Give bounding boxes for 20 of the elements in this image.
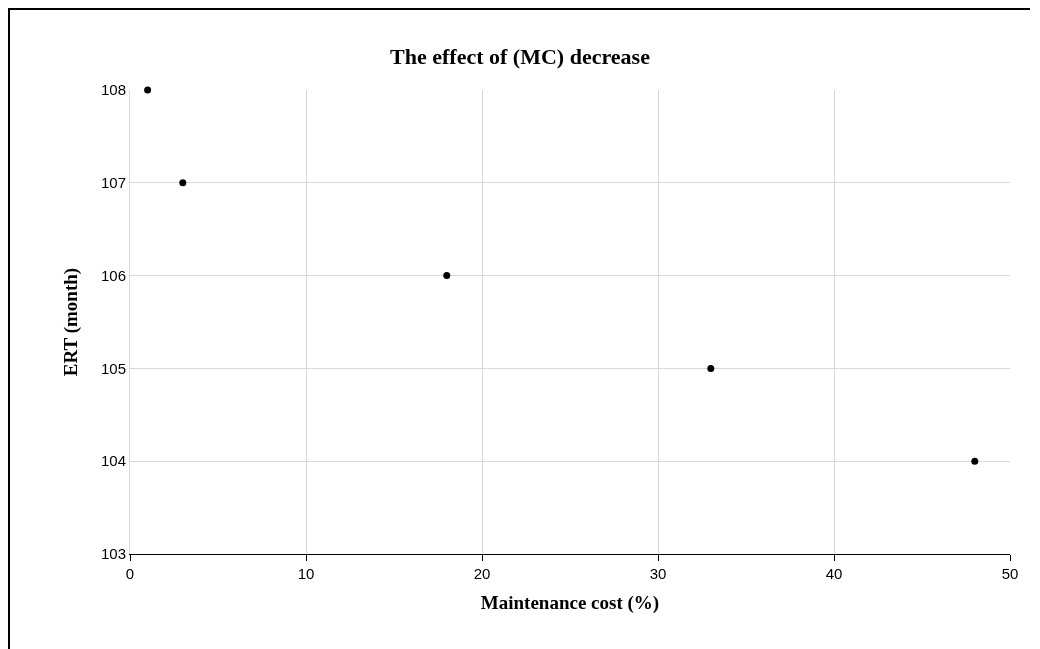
chart-title: The effect of (MC) decrease xyxy=(390,43,651,69)
x-tick-label: 50 xyxy=(1001,565,1019,582)
y-tick-label: 103 xyxy=(100,545,126,563)
point xyxy=(443,272,451,280)
x-tick-label: 20 xyxy=(473,565,491,582)
y-tick-label: 104 xyxy=(100,452,126,470)
y-tick-label: 106 xyxy=(100,266,126,284)
x-tick-label: 10 xyxy=(297,565,315,582)
point xyxy=(144,86,152,94)
y-tick-label: 108 xyxy=(100,81,126,99)
y-axis-title: ERT (month) xyxy=(59,267,82,377)
x-tick-label: 40 xyxy=(825,565,843,582)
point xyxy=(971,457,979,465)
x-tick-label: 30 xyxy=(649,565,667,582)
x-tick-label: 0 xyxy=(125,565,135,582)
y-tick-label: 107 xyxy=(100,174,126,192)
y-tick-label: 105 xyxy=(100,359,126,377)
point xyxy=(179,179,187,187)
x-axis-title: Maintenance cost (%) xyxy=(480,591,660,614)
point xyxy=(707,364,715,372)
